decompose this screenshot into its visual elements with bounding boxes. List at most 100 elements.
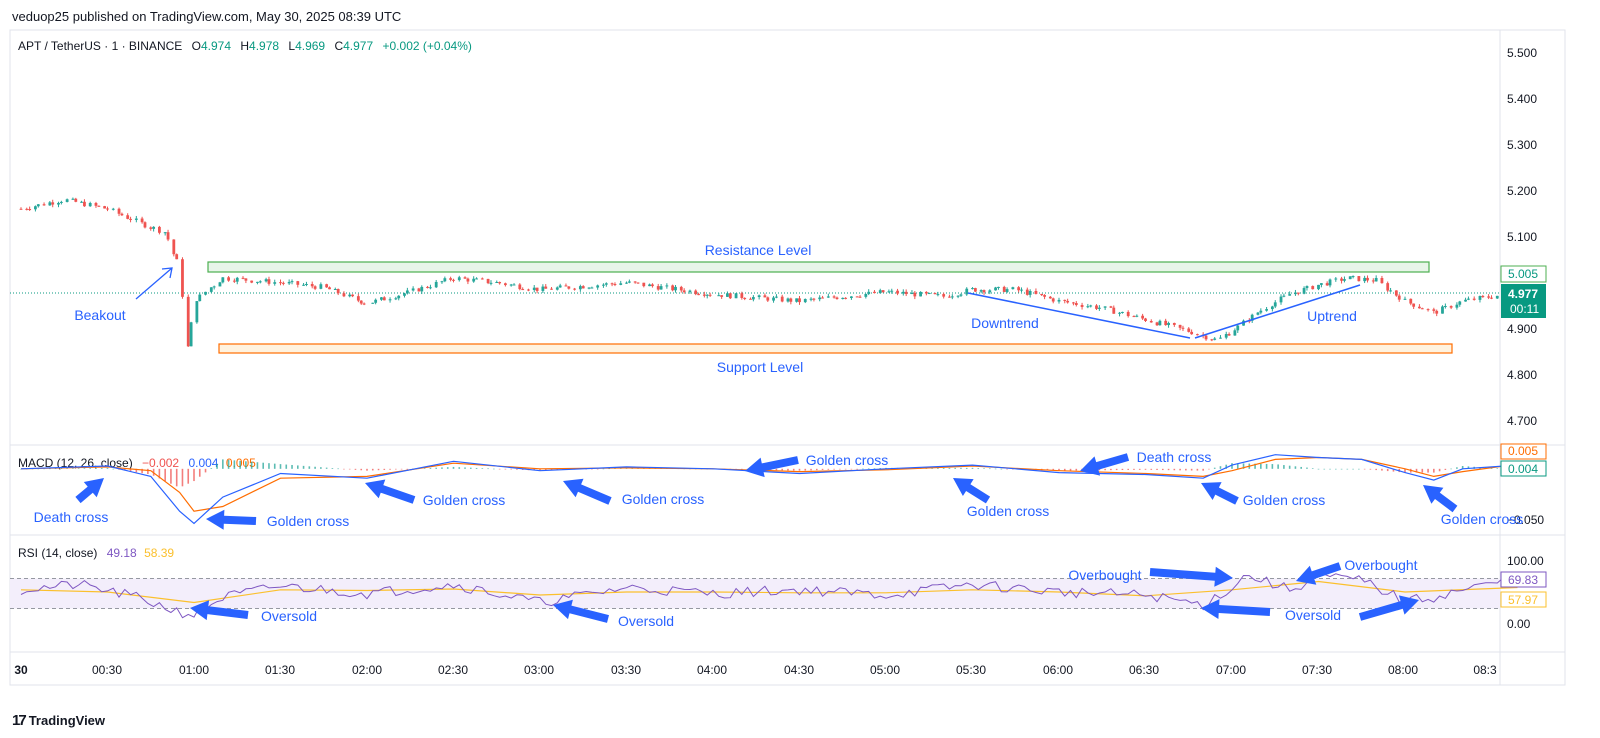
macd-histogram-bar — [181, 468, 184, 487]
uptrend-line[interactable] — [1194, 284, 1361, 339]
macd-histogram-bar — [1190, 468, 1193, 471]
macd-histogram-bar — [816, 468, 818, 471]
price-axis[interactable]: 5.500 5.400 5.300 5.200 5.100 4.900 4.80… — [1507, 46, 1537, 428]
time-tick: 08:3 — [1473, 663, 1497, 677]
candle-body — [850, 296, 853, 298]
candle-body — [982, 290, 986, 293]
candle-body — [143, 222, 147, 228]
candle-body — [950, 296, 954, 298]
macd-histogram-bar — [187, 468, 190, 484]
change-value: +0.002 (+0.04%) — [383, 39, 472, 53]
candle-body — [1080, 304, 1084, 307]
candle-body — [403, 293, 406, 296]
macd-histogram-bar — [1496, 468, 1499, 469]
support-zone[interactable] — [218, 343, 1453, 354]
macd-histogram-bar — [1063, 468, 1066, 471]
macd-histogram-bar — [1231, 463, 1233, 469]
candle-body — [809, 298, 813, 300]
macd-histogram-bar — [175, 468, 178, 487]
macd-histogram-bar — [1404, 468, 1406, 473]
macd-histogram-bar — [435, 467, 437, 469]
candle-body — [1441, 306, 1444, 314]
macd-histogram-bar — [1167, 468, 1170, 471]
candle-body — [1288, 294, 1292, 296]
macd-histogram-bar — [781, 468, 783, 471]
macd-histogram-bar — [1115, 468, 1118, 471]
candle-body — [803, 299, 807, 303]
candle-body — [166, 232, 170, 240]
candle-body — [1025, 289, 1029, 295]
rsi-value: 49.18 — [107, 546, 137, 560]
candle-body — [273, 282, 277, 284]
candle-body — [371, 302, 375, 304]
candle-body — [688, 290, 692, 293]
macd-histogram-bar — [320, 467, 322, 469]
candle-body — [83, 201, 86, 207]
candle-body — [267, 279, 271, 284]
macd-histogram-bar — [1121, 468, 1124, 471]
candle-body — [656, 286, 660, 290]
candle-body — [1495, 295, 1499, 299]
candle-body — [256, 281, 259, 283]
candle-body — [65, 199, 69, 202]
candle-body — [235, 277, 239, 282]
candle-body — [855, 296, 859, 298]
candle-body — [740, 293, 744, 298]
price-tick: 5.400 — [1507, 92, 1537, 106]
macd-histogram-bar — [129, 468, 132, 472]
annotation-arrow — [563, 478, 612, 505]
macd-histogram-bar — [1127, 468, 1129, 470]
macd-histogram-bar — [1219, 466, 1222, 469]
macd-histogram-bar — [360, 468, 363, 471]
macd-histogram-bar — [1144, 468, 1147, 470]
candle-body — [302, 284, 305, 286]
candle-body — [956, 295, 960, 297]
annotation-arrow — [1358, 595, 1419, 621]
candle-body — [682, 290, 686, 293]
candle-body — [1418, 306, 1421, 309]
candle-body — [1103, 306, 1107, 308]
candle-body — [1317, 284, 1320, 290]
macd-histogram-bar — [348, 468, 351, 470]
macd-histogram-bar — [441, 467, 443, 469]
time-axis[interactable]: 30 00:30 01:00 01:30 02:00 02:30 03:00 0… — [14, 663, 1497, 677]
candle-body — [405, 290, 409, 294]
macd-histogram-bar — [591, 468, 593, 470]
candle-body — [1141, 315, 1145, 319]
price-series[interactable] — [19, 197, 1516, 347]
candle-body — [362, 303, 366, 305]
candle-body — [1380, 277, 1384, 284]
annotation-arrow — [75, 478, 104, 504]
candle-body — [959, 294, 963, 296]
candle-body — [1149, 320, 1153, 323]
footer-brand[interactable]: 17 TradingView — [12, 712, 105, 729]
time-tick: 00:30 — [92, 663, 122, 677]
candle-body — [1196, 334, 1199, 336]
candle-body — [743, 297, 747, 299]
candle-body — [1034, 291, 1038, 294]
candle-body — [1270, 306, 1274, 310]
macd-histogram-bar — [297, 465, 299, 469]
candle-body — [382, 297, 386, 301]
rsi-annotation: Overbought — [1068, 567, 1141, 583]
candle-body — [158, 226, 161, 233]
candle-body — [933, 292, 937, 295]
macd-histogram-bar — [423, 468, 426, 469]
candle-body — [380, 297, 383, 300]
macd-line-value: 0.004 — [188, 456, 218, 470]
close-label: C — [334, 39, 343, 53]
candle-body — [705, 294, 709, 296]
candle-body — [878, 290, 882, 294]
candle-body — [924, 291, 928, 294]
macd-histogram-bar — [960, 467, 962, 469]
rsi-axis-tick: 57.97 — [1508, 593, 1538, 607]
macd-histogram-bar — [989, 468, 991, 470]
macd-histogram-bar — [1450, 468, 1452, 470]
macd-histogram-bar — [60, 468, 63, 469]
candle-body — [120, 213, 124, 216]
candle-body — [1294, 292, 1297, 295]
downtrend-line[interactable] — [967, 292, 1191, 339]
resistance-zone[interactable] — [207, 261, 1430, 273]
high-value: 4.978 — [249, 39, 279, 53]
